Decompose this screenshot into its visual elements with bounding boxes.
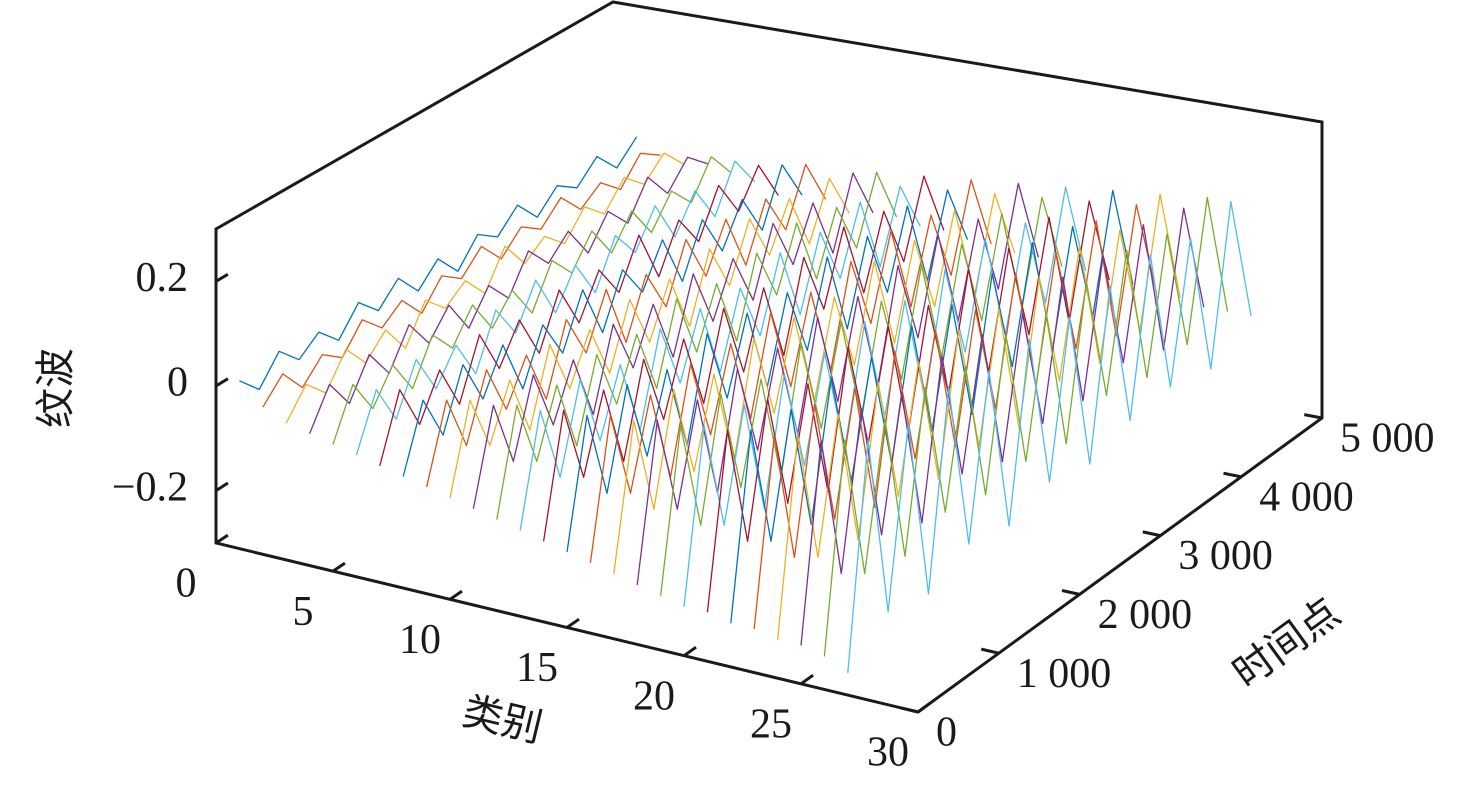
series-line: [542, 175, 945, 542]
y-tick-label: 2 000: [1098, 592, 1193, 638]
series-line: [332, 156, 732, 445]
series-line: [379, 164, 779, 466]
series-line: [659, 196, 1063, 596]
z-tick: [215, 481, 229, 492]
series-line: [496, 171, 898, 520]
series-line: [800, 207, 1205, 646]
y-tick: [1303, 413, 1323, 420]
series-line: [613, 193, 1016, 574]
y-tick-label: 4 000: [1259, 474, 1354, 520]
y-tick-label: 1 000: [1017, 651, 1112, 697]
z-tick-label: 0: [167, 360, 188, 406]
x-tick: [800, 673, 814, 686]
x-tick-label: 0: [176, 561, 197, 607]
series-line: [776, 193, 1181, 640]
y-tick: [980, 647, 1000, 655]
series-line: [706, 200, 1110, 613]
x-tick-label: 10: [399, 617, 441, 663]
series-line: [449, 177, 850, 499]
x-tick: [449, 589, 463, 601]
series-line: [823, 196, 1229, 657]
y-tick: [1061, 589, 1080, 596]
x-tick-label: 5: [293, 589, 314, 635]
series-line: [847, 201, 1252, 674]
series-line: [472, 172, 874, 509]
y-tick-label: 3 000: [1178, 533, 1273, 579]
series-line: [285, 152, 685, 424]
x-tick: [215, 533, 229, 545]
x-axis-label: 类别: [458, 688, 547, 751]
x-tick-label: 20: [633, 673, 675, 719]
x-tick-label: 15: [516, 645, 558, 691]
z-tick: [215, 377, 229, 388]
x-tick: [332, 561, 346, 573]
y-axis-label: 时间点: [1225, 590, 1349, 698]
z-tick-label: 0.2: [136, 255, 189, 301]
y-tick: [900, 706, 919, 714]
y-tick-label: 0: [936, 710, 957, 756]
z-axis-label: 纹波: [33, 348, 79, 428]
series-line: [402, 164, 803, 477]
x-tick-label: 25: [750, 701, 792, 747]
x-tick: [683, 645, 697, 657]
x-tick: [917, 701, 932, 714]
series-line: [519, 185, 921, 531]
x-tick: [566, 617, 580, 629]
series-line: [425, 163, 827, 488]
series-line: [239, 136, 638, 391]
z-tick-label: −0.2: [112, 464, 188, 510]
series-line: [262, 152, 661, 408]
y-tick: [1142, 530, 1161, 538]
z-tick: [215, 273, 229, 283]
x-tick-label: 30: [867, 730, 909, 776]
y-tick: [1223, 471, 1242, 479]
series-line: [355, 160, 756, 456]
y-tick-label: 5 000: [1340, 416, 1435, 462]
